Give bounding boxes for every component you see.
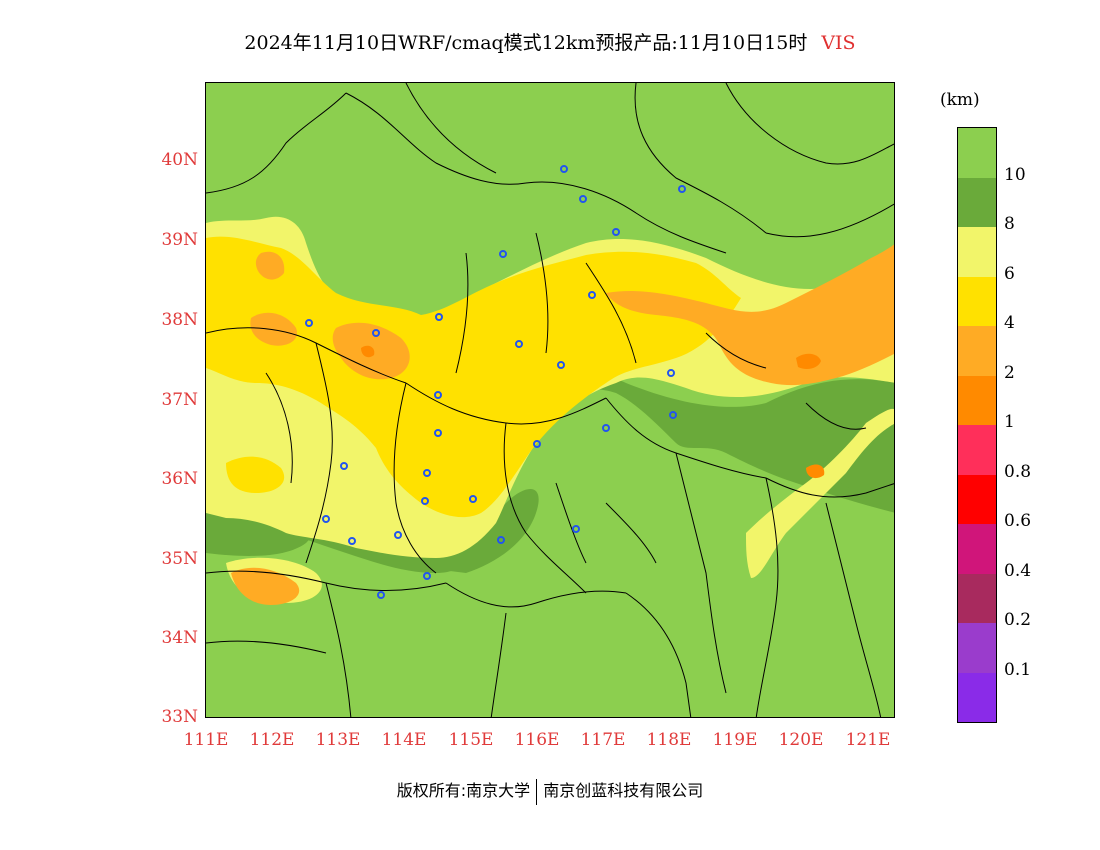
legend-label: 0.1 [1004,659,1032,680]
city-marker [372,329,380,337]
legend-swatch [958,227,996,277]
visibility-map [206,83,894,717]
city-marker [305,319,313,327]
footer-separator [536,778,538,805]
x-tick-label: 114E [381,730,427,750]
map-panel [205,82,895,718]
x-tick-label: 119E [712,730,758,750]
legend-swatch [958,623,996,673]
city-marker [499,250,507,258]
legend-unit: (km) [940,90,980,110]
legend-swatch [958,474,996,524]
city-marker [588,291,596,299]
city-marker [557,361,565,369]
legend-swatch [958,524,996,574]
y-tick-label: 34N [161,628,198,648]
legend-swatch [958,128,996,178]
legend-label: 0.8 [1004,461,1032,482]
legend-label: 6 [1004,263,1015,284]
x-tick-label: 120E [778,730,824,750]
legend-label: 0.2 [1004,610,1032,630]
city-marker [678,185,686,193]
city-marker [340,462,348,470]
legend-swatch [958,177,996,227]
title-variable: VIS [821,32,856,54]
city-marker [322,515,330,523]
city-marker [612,228,620,236]
y-tick-label: 39N [161,230,198,250]
city-marker [434,429,442,437]
city-marker [669,411,677,419]
city-marker [435,313,443,321]
legend-label: 1 [1004,412,1015,432]
city-marker [421,497,429,505]
copyright-footer: 版权所有:南京大学 南京创蓝科技有限公司 [0,777,1100,805]
legend-swatch [958,672,996,722]
y-tick-label: 33N [161,707,198,727]
legend-label: 4 [1004,313,1015,333]
city-marker [515,340,523,348]
footer-right: 南京创蓝科技有限公司 [543,781,704,800]
city-marker [572,525,580,533]
x-tick-label: 117E [580,730,626,750]
x-tick-label: 116E [514,730,560,750]
city-markers [305,165,686,599]
city-marker [667,369,675,377]
footer-left: 版权所有:南京大学 [396,781,531,800]
legend-label: 10 [1004,164,1026,185]
x-tick-label: 111E [183,730,229,750]
city-marker [579,195,587,203]
y-tick-label: 36N [161,469,198,489]
city-marker [560,165,568,173]
admin-boundaries [206,83,894,717]
x-tick-label: 112E [249,730,295,750]
legend-label: 8 [1004,214,1015,234]
legend-label: 2 [1004,362,1015,383]
vis-band-4km [206,236,741,518]
city-marker [434,391,442,399]
x-tick-label: 121E [845,730,891,750]
x-tick-label: 113E [315,730,361,750]
city-marker [423,572,431,580]
color-legend [957,127,997,723]
city-marker [423,469,431,477]
y-tick-label: 37N [161,390,198,410]
x-tick-label: 115E [448,730,494,750]
city-marker [394,531,402,539]
city-marker [348,537,356,545]
city-marker [469,495,477,503]
legend-swatch [958,425,996,475]
title-main: 2024年11月10日WRF/cmaq模式12km预报产品:11月10日15时 [244,32,808,54]
city-marker [377,591,385,599]
legend-swatch [958,276,996,326]
legend-label: 0.6 [1004,511,1032,531]
city-marker [533,440,541,448]
city-marker [497,536,505,544]
legend-label: 0.4 [1004,560,1032,581]
legend-swatch [958,573,996,623]
vis-band-1km [361,345,825,479]
legend-swatch [958,326,996,376]
map-title: 2024年11月10日WRF/cmaq模式12km预报产品:11月10日15时 V… [0,28,1100,55]
x-tick-label: 118E [646,730,692,750]
legend-swatch [958,375,996,425]
y-tick-label: 40N [161,150,198,170]
city-marker [602,424,610,432]
y-tick-label: 35N [161,549,198,569]
y-tick-label: 38N [161,310,198,330]
